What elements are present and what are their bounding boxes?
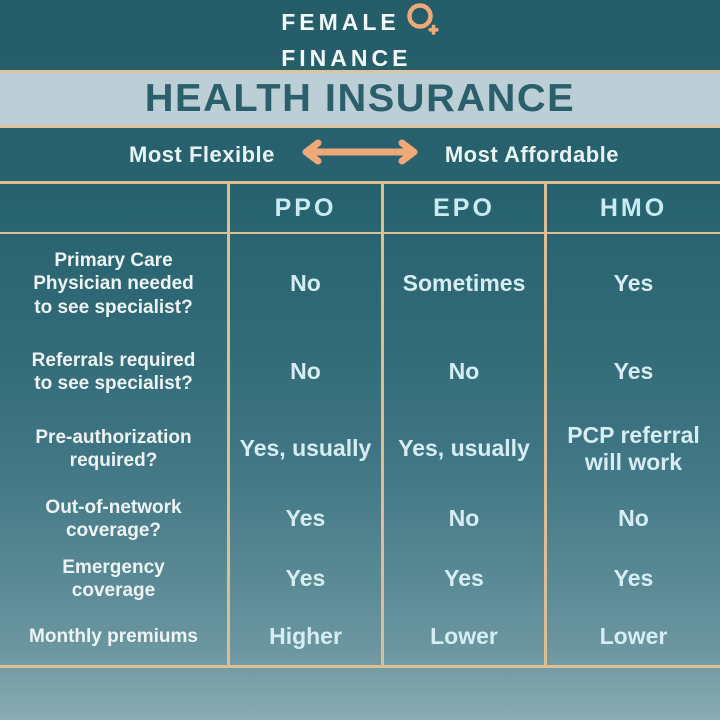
row-label: Out-of-network coverage? xyxy=(45,496,182,541)
row-label: Primary Care Physician needed to see spe… xyxy=(33,250,194,318)
flexibility-scale: Most Flexible Most Affordable xyxy=(0,128,720,181)
cell-epo: No xyxy=(381,334,544,410)
column-header-epo: EPO xyxy=(381,184,544,234)
column-header-ppo: PPO xyxy=(227,184,381,234)
svg-text:IN: IN xyxy=(411,12,428,22)
row-label: Referrals required to see specialist? xyxy=(31,349,196,394)
cell-ppo: Yes xyxy=(227,550,381,608)
cell-epo: Lower xyxy=(381,608,544,665)
scale-right-label: Most Affordable xyxy=(444,141,619,167)
cell-epo: Sometimes xyxy=(381,234,544,334)
brand-logo: FEMALE IN FINANCE xyxy=(0,0,720,70)
cell-epo: Yes xyxy=(381,550,544,608)
cell-hmo: Yes xyxy=(544,234,720,334)
title-banner: HEALTH INSURANCE xyxy=(0,70,720,128)
cell-ppo: Yes, usually xyxy=(227,410,381,488)
cell-epo: No xyxy=(381,488,544,550)
cell-hmo: Yes xyxy=(544,550,720,608)
comparison-table: PPO EPO HMO Primary Care Physician neede… xyxy=(0,181,720,668)
cell-hmo: PCP referral will work xyxy=(544,410,720,488)
cell-hmo: Lower xyxy=(544,608,720,665)
row-label: Emergency coverage xyxy=(62,556,165,601)
corner-cell xyxy=(0,184,227,234)
row-label: Pre-authorization required? xyxy=(35,426,192,471)
brand-name-line1: FEMALE xyxy=(281,9,400,36)
cell-ppo: Higher xyxy=(227,608,381,665)
double-headed-arrow-icon xyxy=(301,138,419,172)
cell-hmo: Yes xyxy=(544,334,720,410)
cell-ppo: No xyxy=(227,234,381,334)
female-symbol-icon: IN xyxy=(403,1,439,46)
cell-hmo: No xyxy=(544,488,720,550)
footer-gradient xyxy=(0,668,720,713)
brand-name-line2: FINANCE xyxy=(281,45,412,71)
cell-ppo: No xyxy=(227,334,381,410)
page-title: HEALTH INSURANCE xyxy=(144,77,576,120)
cell-ppo: Yes xyxy=(227,488,381,550)
cell-epo: Yes, usually xyxy=(381,410,544,488)
row-label: Monthly premiums xyxy=(29,625,198,647)
scale-left-label: Most Flexible xyxy=(129,141,275,167)
column-header-hmo: HMO xyxy=(544,184,720,234)
